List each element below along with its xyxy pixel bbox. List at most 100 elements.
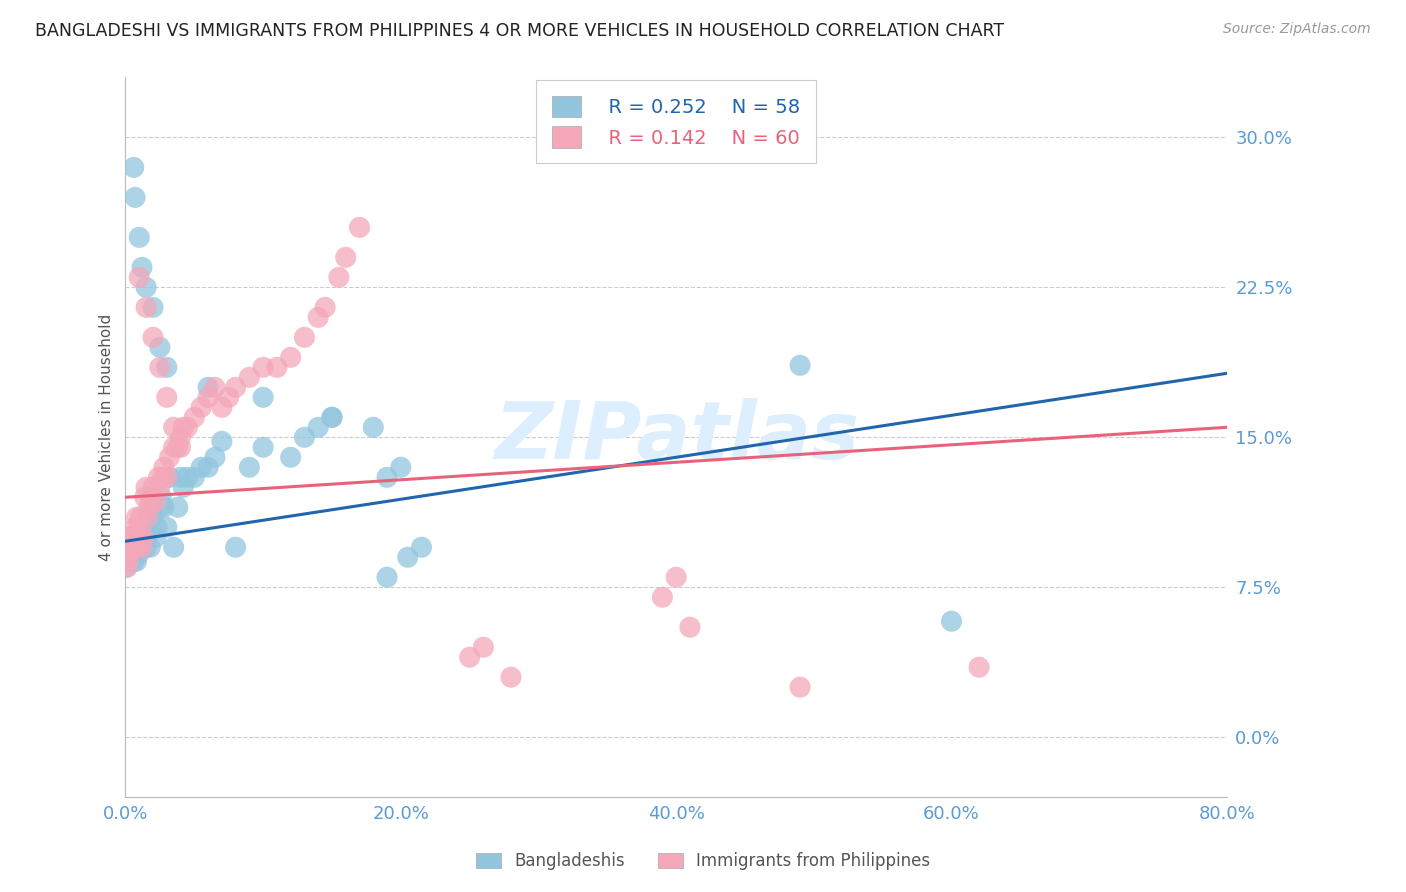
- Point: [163, 541, 186, 555]
- Point: [166, 500, 188, 515]
- Point: [115, 560, 138, 574]
- Point: [280, 450, 302, 465]
- Point: [142, 510, 165, 524]
- Point: [156, 360, 179, 375]
- Point: [197, 390, 219, 404]
- Point: [211, 434, 233, 449]
- Point: [127, 541, 149, 555]
- Point: [132, 530, 155, 544]
- Point: [211, 401, 233, 415]
- Point: [190, 401, 212, 415]
- Point: [117, 550, 139, 565]
- Point: [117, 541, 139, 555]
- Point: [153, 460, 176, 475]
- Point: [131, 530, 153, 544]
- Point: [204, 380, 226, 394]
- Point: [118, 546, 141, 560]
- Point: [176, 470, 198, 484]
- Point: [458, 650, 481, 665]
- Point: [190, 460, 212, 475]
- Point: [122, 554, 145, 568]
- Point: [218, 390, 240, 404]
- Point: [122, 546, 145, 560]
- Point: [125, 554, 148, 568]
- Point: [121, 541, 143, 555]
- Point: [118, 554, 141, 568]
- Point: [125, 510, 148, 524]
- Point: [307, 420, 329, 434]
- Point: [125, 541, 148, 555]
- Point: [128, 534, 150, 549]
- Point: [252, 360, 274, 375]
- Point: [121, 530, 143, 544]
- Point: [238, 460, 260, 475]
- Point: [121, 550, 143, 565]
- Point: [651, 591, 673, 605]
- Point: [197, 380, 219, 394]
- Point: [120, 541, 142, 555]
- Point: [176, 420, 198, 434]
- Point: [314, 301, 336, 315]
- Point: [135, 541, 157, 555]
- Point: [163, 440, 186, 454]
- Point: [789, 680, 811, 694]
- Point: [136, 510, 159, 524]
- Point: [204, 450, 226, 465]
- Point: [266, 360, 288, 375]
- Point: [127, 541, 149, 555]
- Point: [349, 220, 371, 235]
- Point: [150, 490, 173, 504]
- Point: [169, 470, 191, 484]
- Point: [131, 260, 153, 275]
- Point: [120, 541, 142, 555]
- Point: [156, 520, 179, 534]
- Point: [148, 470, 170, 484]
- Point: [122, 541, 145, 555]
- Point: [134, 530, 156, 544]
- Point: [120, 530, 142, 544]
- Point: [128, 520, 150, 534]
- Point: [252, 440, 274, 454]
- Point: [156, 390, 179, 404]
- Point: [252, 390, 274, 404]
- Point: [124, 190, 146, 204]
- Point: [117, 554, 139, 568]
- Point: [142, 301, 165, 315]
- Point: [124, 520, 146, 534]
- Point: [665, 570, 688, 584]
- Point: [183, 470, 205, 484]
- Point: [138, 510, 160, 524]
- Point: [294, 430, 316, 444]
- Point: [135, 280, 157, 294]
- Point: [139, 490, 162, 504]
- Y-axis label: 4 or more Vehicles in Household: 4 or more Vehicles in Household: [100, 314, 114, 561]
- Point: [149, 500, 172, 515]
- Point: [135, 301, 157, 315]
- Point: [118, 546, 141, 560]
- Point: [307, 310, 329, 325]
- Point: [166, 440, 188, 454]
- Point: [169, 430, 191, 444]
- Point: [149, 360, 172, 375]
- Point: [679, 620, 702, 634]
- Point: [124, 541, 146, 555]
- Point: [129, 510, 152, 524]
- Point: [145, 530, 167, 544]
- Point: [159, 470, 181, 484]
- Point: [375, 570, 398, 584]
- Point: [499, 670, 522, 684]
- Point: [280, 351, 302, 365]
- Point: [128, 546, 150, 560]
- Point: [152, 470, 174, 484]
- Point: [132, 520, 155, 534]
- Point: [294, 330, 316, 344]
- Point: [139, 541, 162, 555]
- Point: [172, 480, 194, 494]
- Point: [149, 480, 172, 494]
- Point: [967, 660, 990, 674]
- Point: [128, 530, 150, 544]
- Point: [411, 541, 433, 555]
- Point: [120, 530, 142, 544]
- Point: [375, 470, 398, 484]
- Point: [321, 410, 343, 425]
